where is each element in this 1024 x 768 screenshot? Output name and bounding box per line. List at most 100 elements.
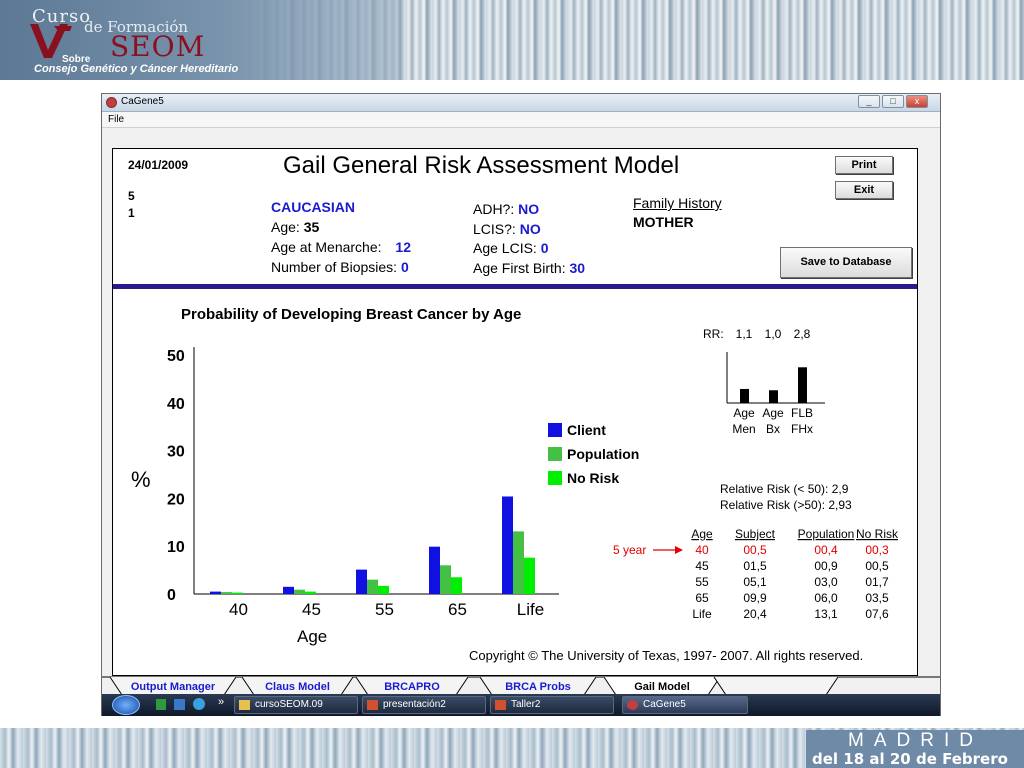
task-label: CaGene5 [643,699,686,710]
logo-sobre-text: Sobre [62,54,91,65]
bar-population [513,531,524,594]
ie-icon[interactable] [193,698,205,710]
age-lcis-label: Age LCIS: [473,240,537,256]
minimize-button[interactable]: _ [858,95,880,108]
footer-city: MADRID [848,730,983,751]
rr-category-label: Bx [766,422,780,436]
powerpoint-icon [495,700,506,710]
rr-value-label: 1,1 [736,327,753,341]
bar-no-risk [305,591,316,594]
relative-risk-mini-chart: RR: 1,1 Age Men 1,0 Age Bx 2,8 FLB FHx [703,327,825,436]
header-divider [113,284,917,289]
logo-de-formacion-text: de Formación [84,18,189,36]
powerpoint-icon [367,700,378,710]
quicklaunch-icon-1[interactable] [156,699,166,710]
start-orb-icon[interactable] [112,695,140,715]
y-tick-label: 20 [167,491,185,508]
age-lcis-value: 0 [540,240,549,256]
risk-table-cell: 05,1 [743,575,767,589]
task-cagene[interactable]: CaGene5 [622,696,748,714]
y-tick-label: 50 [167,348,185,365]
footer-city-box [806,730,1024,768]
quicklaunch-icon-2[interactable] [174,699,185,710]
bar-population [367,579,378,594]
y-axis-label: % [131,467,151,492]
task-cursoseom[interactable]: cursoSEOM.09 [234,696,358,714]
lcis-row: LCIS?: NO [473,221,541,237]
menarche-value: 12 [395,239,411,255]
x-tick-label: 65 [448,600,467,619]
legend-label: Population [567,446,639,462]
risk-table-cell: 00,9 [814,559,838,573]
menarche-label: Age at Menarche: [271,239,382,255]
rr-category-label: Men [732,422,755,436]
rr-bar [769,390,778,403]
maximize-button[interactable]: □ [882,95,904,108]
report-title: Gail General Risk Assessment Model [283,152,680,179]
bar-client [283,586,294,594]
x-tick-label: 55 [375,600,394,619]
risk-table-cell: 07,6 [865,607,889,621]
bar-population [294,589,305,594]
y-tick-label: 30 [167,444,185,461]
x-axis-label: Age [297,627,327,646]
five-year-arrow-head [675,546,683,554]
legend-label: No Risk [567,470,619,486]
taskbar-chevron[interactable]: » [218,696,225,708]
biopsies-label: Number of Biopsies: [271,259,398,275]
task-presentacion[interactable]: presentación2 [362,696,486,714]
chart-canvas: Probability of Developing Breast Cancer … [131,306,899,663]
risk-table-cell: 55 [695,575,709,589]
biopsies-row: Number of Biopsies: 0 [271,259,409,275]
app-icon [106,97,117,108]
menu-file[interactable]: File [108,114,125,125]
tab-brca-probs[interactable]: BRCA Probs [505,681,571,693]
slide-header-banner: Curso de Formación SEOM Sobre Consejo Ge… [0,0,1024,80]
relative-risk-over-50: Relative Risk (>50): 2,93 [720,498,852,512]
legend-swatch [548,447,562,461]
legend-label: Client [567,422,606,438]
rr-value-label: 2,8 [794,327,811,341]
window-titlebar[interactable]: CaGene5 _ □ x [102,94,940,112]
tab-claus-model[interactable]: Claus Model [265,681,330,693]
logo-curso-text: Curso [32,6,92,27]
logo-consejo-text: Consejo Genético y Cáncer Hereditario [34,63,239,75]
tab-gail-model[interactable]: Gail Model [634,681,690,693]
report-panel: 24/01/2009 5 1 Gail General Risk Assessm… [112,148,918,676]
folder-icon [239,700,250,710]
bar-population [221,592,232,594]
risk-table-cell: 01,7 [865,575,889,589]
report-line-2: 1 [128,206,135,220]
rr-category-label: Age [733,406,755,420]
tab-brcapro[interactable]: BRCAPRO [384,681,440,693]
risk-table-cell: 03,0 [814,575,838,589]
bar-no-risk [451,577,462,594]
risk-table-cell: 01,5 [743,559,767,573]
close-button[interactable]: x [906,95,928,108]
age-label: Age: [271,219,300,235]
exit-button[interactable]: Exit [835,181,893,199]
risk-table-cell: 45 [695,559,709,573]
window-title: CaGene5 [121,96,164,107]
report-date: 24/01/2009 [128,158,189,172]
risk-table-header: No Risk [856,527,899,541]
report-header: 24/01/2009 5 1 Gail General Risk Assessm… [113,149,917,284]
risk-table-cell: 00,3 [865,543,889,557]
banner-logo-panel [0,0,400,80]
y-tick-label: 0 [167,587,176,604]
taskbar: » cursoSEOM.09 presentación2 Taller2 CaG… [102,694,940,716]
x-tick-label: 45 [302,600,321,619]
lcis-label: LCIS?: [473,221,516,237]
risk-table-header: Subject [735,527,776,541]
family-history-label: Family History [633,195,722,211]
save-to-database-button[interactable]: Save to Database [780,247,912,278]
legend-swatch [548,471,562,485]
risk-table-header: Population [798,527,855,541]
rr-label: RR: [703,327,724,341]
adh-label: ADH?: [473,201,515,217]
tab-output-manager[interactable]: Output Manager [131,681,216,693]
bar-no-risk [232,592,243,594]
print-button[interactable]: Print [835,156,893,174]
rr-bar [798,367,807,403]
task-taller[interactable]: Taller2 [490,696,614,714]
